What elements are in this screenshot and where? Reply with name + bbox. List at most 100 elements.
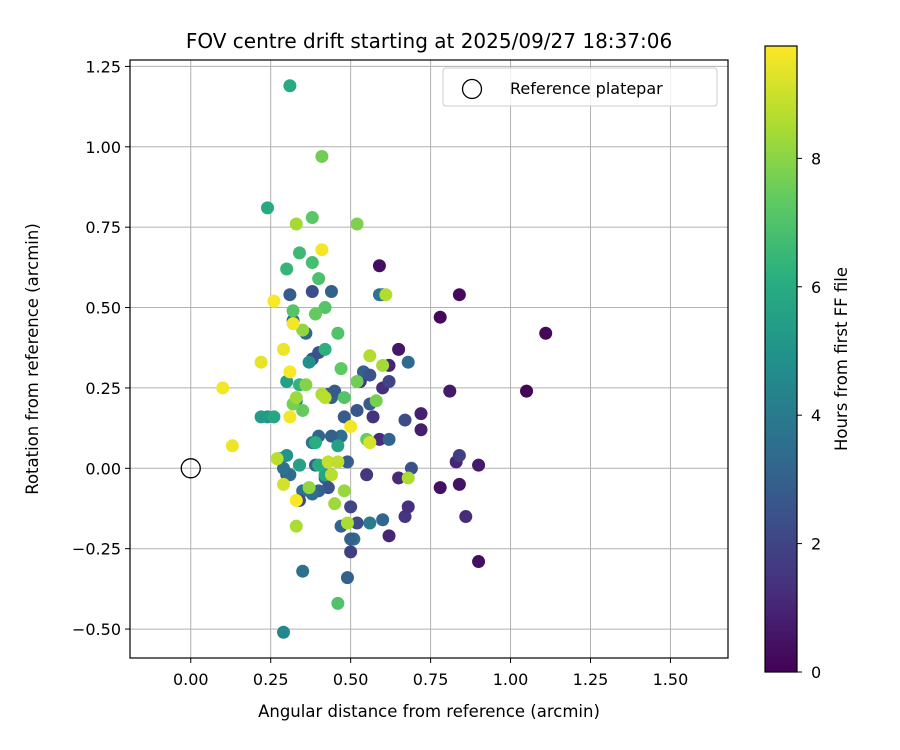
legend-reference-marker-icon	[461, 78, 483, 100]
data-point	[452, 288, 466, 302]
data-point	[331, 326, 345, 340]
data-point	[452, 448, 466, 462]
colorbar-tick-label: 6	[811, 278, 821, 297]
data-point	[337, 391, 351, 405]
data-point	[270, 452, 284, 466]
data-point	[340, 516, 354, 530]
data-point	[363, 349, 377, 363]
data-point	[283, 365, 297, 379]
data-point	[289, 391, 303, 405]
x-axis-ticks: 0.00 0.25 0.50 0.75 1.00 1.25 1.50	[173, 658, 688, 689]
data-point	[344, 532, 358, 546]
x-tick-label: 0.00	[173, 670, 209, 689]
data-point	[472, 555, 486, 569]
data-point	[401, 471, 415, 485]
legend: Reference platepar	[442, 67, 718, 107]
data-point	[366, 410, 380, 424]
data-point	[276, 625, 290, 639]
data-point	[443, 384, 457, 398]
x-tick-label: 0.25	[253, 670, 289, 689]
colorbar-gradient	[764, 45, 798, 673]
data-point	[324, 284, 338, 298]
data-point	[340, 571, 354, 585]
data-point	[350, 217, 364, 231]
data-point	[337, 484, 351, 498]
legend-box	[442, 67, 718, 107]
data-point	[261, 201, 275, 215]
data-point	[350, 375, 364, 389]
data-point	[286, 304, 300, 318]
y-tick-label: −0.25	[72, 540, 121, 559]
data-point	[289, 217, 303, 231]
data-point	[414, 407, 428, 421]
data-point	[363, 436, 377, 450]
data-point	[283, 410, 297, 424]
data-point	[350, 516, 364, 530]
colorbar-tick-label: 4	[811, 406, 821, 425]
data-point	[340, 455, 354, 469]
data-point	[315, 243, 329, 257]
data-point	[308, 436, 322, 450]
data-point	[344, 420, 358, 434]
data-point	[372, 259, 386, 273]
data-point	[433, 481, 447, 495]
data-point	[433, 310, 447, 324]
data-point	[401, 500, 415, 514]
data-point	[312, 272, 326, 286]
data-point	[292, 458, 306, 472]
data-point	[299, 378, 313, 392]
data-point	[318, 391, 332, 405]
data-point	[292, 246, 306, 260]
data-point	[324, 468, 338, 482]
data-point	[331, 596, 345, 610]
data-point	[328, 497, 342, 511]
data-point	[296, 564, 310, 578]
data-point	[286, 317, 300, 331]
data-point	[392, 471, 406, 485]
data-point	[305, 256, 319, 270]
y-tick-label: −0.50	[72, 620, 121, 639]
colorbar-label: Hours from first FF file	[832, 267, 851, 451]
data-point	[459, 510, 473, 524]
y-tick-label: 1.25	[85, 57, 121, 76]
data-point	[331, 439, 345, 453]
data-point	[324, 429, 338, 443]
colorbar: 0 2 4 6 8 Hours from first FF file	[764, 45, 851, 682]
data-point	[318, 301, 332, 315]
data-point	[302, 355, 316, 369]
reference-platepar-marker	[180, 458, 201, 479]
x-tick-label: 1.25	[573, 670, 609, 689]
y-axis-ticks: −0.50 −0.25 0.00 0.25 0.50 0.75 1.00 1.25	[72, 57, 130, 639]
data-point	[379, 288, 393, 302]
data-point	[398, 413, 412, 427]
x-axis-label: Angular distance from reference (arcmin)	[258, 702, 600, 721]
data-point	[225, 439, 239, 453]
data-point	[344, 500, 358, 514]
data-point	[344, 545, 358, 559]
data-point	[363, 516, 377, 530]
data-point	[472, 458, 486, 472]
data-point	[401, 355, 415, 369]
data-point	[414, 423, 428, 437]
y-tick-label: 0.25	[85, 379, 121, 398]
data-point	[382, 432, 396, 446]
data-point	[315, 149, 329, 163]
y-axis-label: Rotation from reference (arcmin)	[23, 223, 42, 495]
data-point	[276, 477, 290, 491]
y-tick-label: 1.00	[85, 138, 121, 157]
data-point	[337, 410, 351, 424]
x-tick-label: 1.00	[493, 670, 529, 689]
colorbar-tick-label: 2	[811, 535, 821, 554]
data-point	[321, 455, 335, 469]
data-point	[376, 358, 390, 372]
data-point	[539, 326, 553, 340]
data-point	[382, 375, 396, 389]
data-point	[254, 355, 268, 369]
data-point	[350, 403, 364, 417]
data-point	[296, 323, 310, 337]
chart-title: FOV centre drift starting at 2025/09/27 …	[186, 29, 672, 53]
y-tick-label: 0.50	[85, 299, 121, 318]
data-points	[180, 79, 553, 639]
data-point	[376, 513, 390, 527]
